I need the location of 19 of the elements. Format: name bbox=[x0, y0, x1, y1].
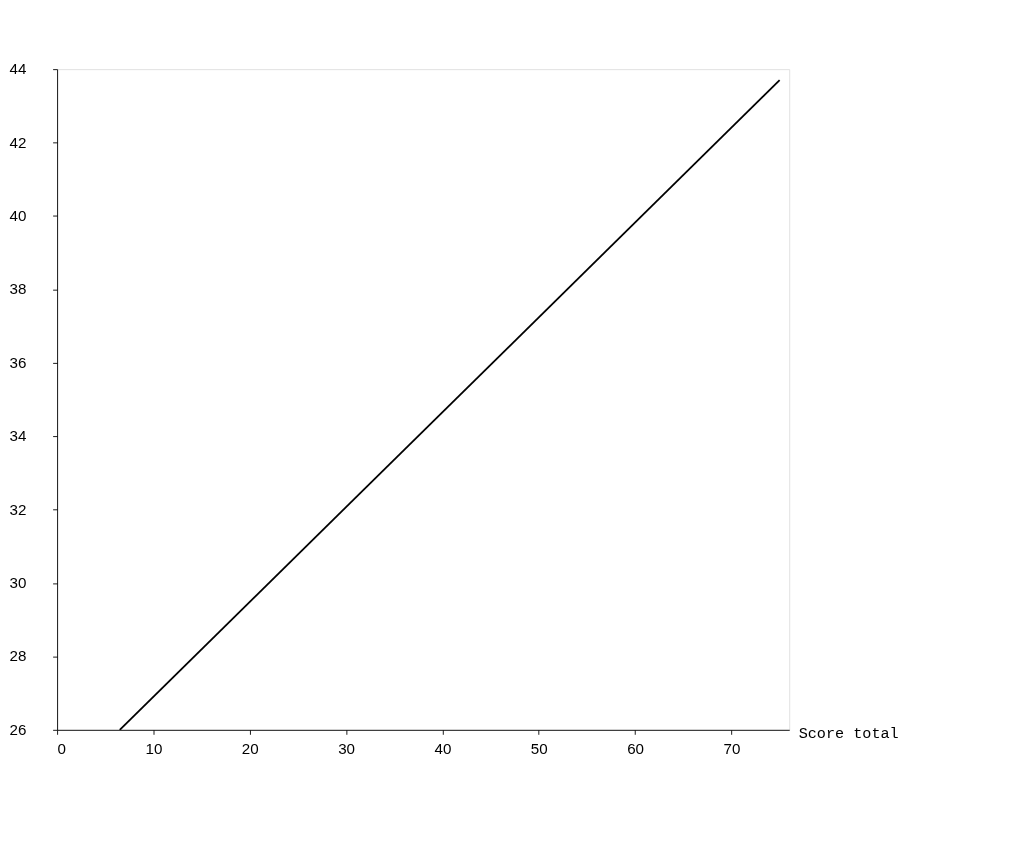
y-tick-label: 36 bbox=[9, 353, 27, 371]
x-tick-label: 70 bbox=[723, 739, 741, 757]
x-tick-label: 10 bbox=[145, 739, 163, 757]
y-tick-label: 40 bbox=[9, 206, 27, 224]
y-tick-label: 26 bbox=[9, 720, 27, 738]
x-tick-label: 20 bbox=[241, 739, 259, 757]
y-tick-label: 38 bbox=[9, 280, 27, 298]
y-tick-label: 28 bbox=[9, 647, 27, 665]
y-tick-label: 44 bbox=[9, 60, 27, 78]
x-tick-label: 60 bbox=[627, 739, 644, 757]
y-tick-label: 30 bbox=[9, 573, 27, 591]
x-tick-label: 30 bbox=[338, 739, 356, 757]
y-tick-label: 34 bbox=[9, 427, 27, 445]
x-tick-label: 0 bbox=[57, 739, 67, 757]
y-tick-label: 32 bbox=[9, 500, 27, 518]
x-axis-title: Score total bbox=[798, 725, 899, 744]
x-tick-label: 40 bbox=[434, 739, 452, 757]
x-tick-label: 50 bbox=[530, 739, 548, 757]
y-tick-label: 42 bbox=[9, 133, 27, 151]
